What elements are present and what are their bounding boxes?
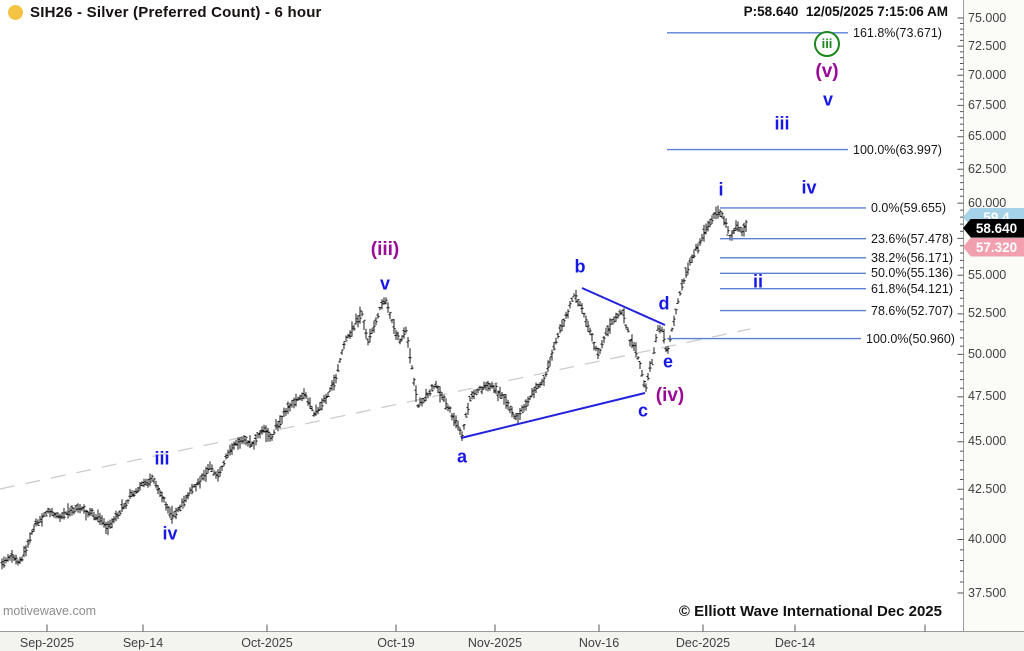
price-axis-label-42.500: 42.500 bbox=[968, 481, 1007, 496]
price-axis-label-45.000: 45.000 bbox=[968, 434, 1007, 449]
ohlc-bar-series bbox=[0, 205, 748, 570]
time-axis-label-Dec-14: Dec-14 bbox=[774, 636, 816, 650]
price-axis-label-65.000: 65.000 bbox=[968, 129, 1007, 144]
chart-title: SIH26 - Silver (Preferred Count) - 6 hou… bbox=[30, 4, 322, 21]
fib-label-50.0%-55.136[interactable]: 50.0%(55.136) bbox=[871, 266, 954, 281]
price-axis-label-55.000: 55.000 bbox=[968, 267, 1007, 282]
elliott-wave-label-iii-782[interactable]: iii bbox=[774, 113, 790, 134]
elliott-wave-label-e-668[interactable]: e bbox=[662, 351, 674, 372]
price-axis-label-40.000: 40.000 bbox=[968, 531, 1007, 546]
elliott-wave-label-v-385[interactable]: v bbox=[379, 273, 391, 294]
fib-label-0.0%-59.655[interactable]: 0.0%(59.655) bbox=[871, 200, 947, 215]
wave-a-c-trendline[interactable] bbox=[460, 392, 646, 439]
chart-header: SIH26 - Silver (Preferred Count) - 6 hou… bbox=[8, 4, 322, 21]
copyright-notice: © Elliott Wave International Dec 2025 bbox=[678, 603, 942, 620]
elliott-wave-label-d-664[interactable]: d bbox=[658, 293, 670, 314]
last-price-tag: 58.640 bbox=[963, 218, 1024, 238]
axis-corner bbox=[964, 632, 1024, 651]
elliott-wave-label-iv-670[interactable]: (iv) bbox=[655, 385, 685, 406]
elliott-wave-label-c-643[interactable]: c bbox=[637, 400, 649, 421]
elliott-wave-label-iv-170[interactable]: iv bbox=[162, 523, 178, 544]
price-axis-label-62.500: 62.500 bbox=[968, 161, 1007, 176]
price-axis-label-37.500: 37.500 bbox=[968, 585, 1007, 600]
elliott-wave-label-v-827[interactable]: (v) bbox=[815, 61, 839, 82]
fib-label-38.2%-56.171[interactable]: 38.2%(56.171) bbox=[871, 250, 954, 265]
fib-label-78.6%-52.707[interactable]: 78.6%(52.707) bbox=[871, 303, 954, 318]
elliott-wave-label-iii-827[interactable]: iii bbox=[814, 31, 840, 57]
price-axis-label-60.000: 60.000 bbox=[968, 195, 1007, 210]
price-axis-label-52.500: 52.500 bbox=[968, 306, 1007, 321]
price-datetime-readout: P:58.640 12/05/2025 7:15:06 AM bbox=[743, 4, 948, 19]
fib-label-61.8%-54.121[interactable]: 61.8%(54.121) bbox=[871, 281, 954, 296]
fib-label-23.6%-57.478[interactable]: 23.6%(57.478) bbox=[871, 231, 954, 246]
price-axis-label-72.500: 72.500 bbox=[968, 38, 1007, 53]
instrument-status-dot bbox=[8, 5, 23, 20]
elliott-wave-label-ii-758[interactable]: ii bbox=[752, 271, 764, 292]
elliott-wave-label-b-580[interactable]: b bbox=[574, 256, 586, 277]
price-axis-label-75.000: 75.000 bbox=[968, 10, 1007, 25]
elliott-wave-label-v-828[interactable]: v bbox=[822, 89, 834, 110]
price-axis[interactable] bbox=[964, 0, 1024, 631]
watermark: motivewave.com bbox=[3, 604, 97, 618]
price-axis-label-67.500: 67.500 bbox=[968, 97, 1007, 112]
elliott-wave-label-i-721[interactable]: i bbox=[718, 179, 724, 200]
elliott-wave-label-a-462[interactable]: a bbox=[456, 446, 468, 467]
elliott-wave-label-iv-809[interactable]: iv bbox=[801, 177, 817, 198]
elliott-wave-label-iii-385[interactable]: (iii) bbox=[370, 239, 400, 260]
secondary-price-tag: 57.320 bbox=[963, 237, 1024, 257]
time-axis-label-Nov-16: Nov-16 bbox=[578, 636, 620, 650]
fib-label-161.8%-73.671[interactable]: 161.8%(73.671) bbox=[853, 25, 942, 40]
price-axis-label-47.500: 47.500 bbox=[968, 389, 1007, 404]
time-axis-label-Oct-19: Oct-19 bbox=[377, 636, 415, 650]
fib-label-100.0%-50.96[interactable]: 100.0%(50.960) bbox=[866, 331, 955, 346]
wave-b-d-trendline[interactable] bbox=[581, 287, 666, 326]
price-axis-label-70.000: 70.000 bbox=[968, 67, 1007, 82]
price-axis-label-50.000: 50.000 bbox=[968, 346, 1007, 361]
elliott-wave-label-iii-162[interactable]: iii bbox=[154, 448, 170, 469]
time-axis-label-Dec-2025: Dec-2025 bbox=[675, 636, 731, 650]
time-axis-label-Sep-14: Sep-14 bbox=[122, 636, 164, 650]
time-axis-label-Sep-2025: Sep-2025 bbox=[19, 636, 75, 650]
time-axis-label-Oct-2025: Oct-2025 bbox=[241, 636, 293, 650]
time-axis-label-Nov-2025: Nov-2025 bbox=[467, 636, 523, 650]
axis-ticks bbox=[46, 17, 964, 632]
fib-label-100.0%-63.997[interactable]: 100.0%(63.997) bbox=[853, 142, 942, 157]
time-axis[interactable] bbox=[0, 632, 1024, 651]
